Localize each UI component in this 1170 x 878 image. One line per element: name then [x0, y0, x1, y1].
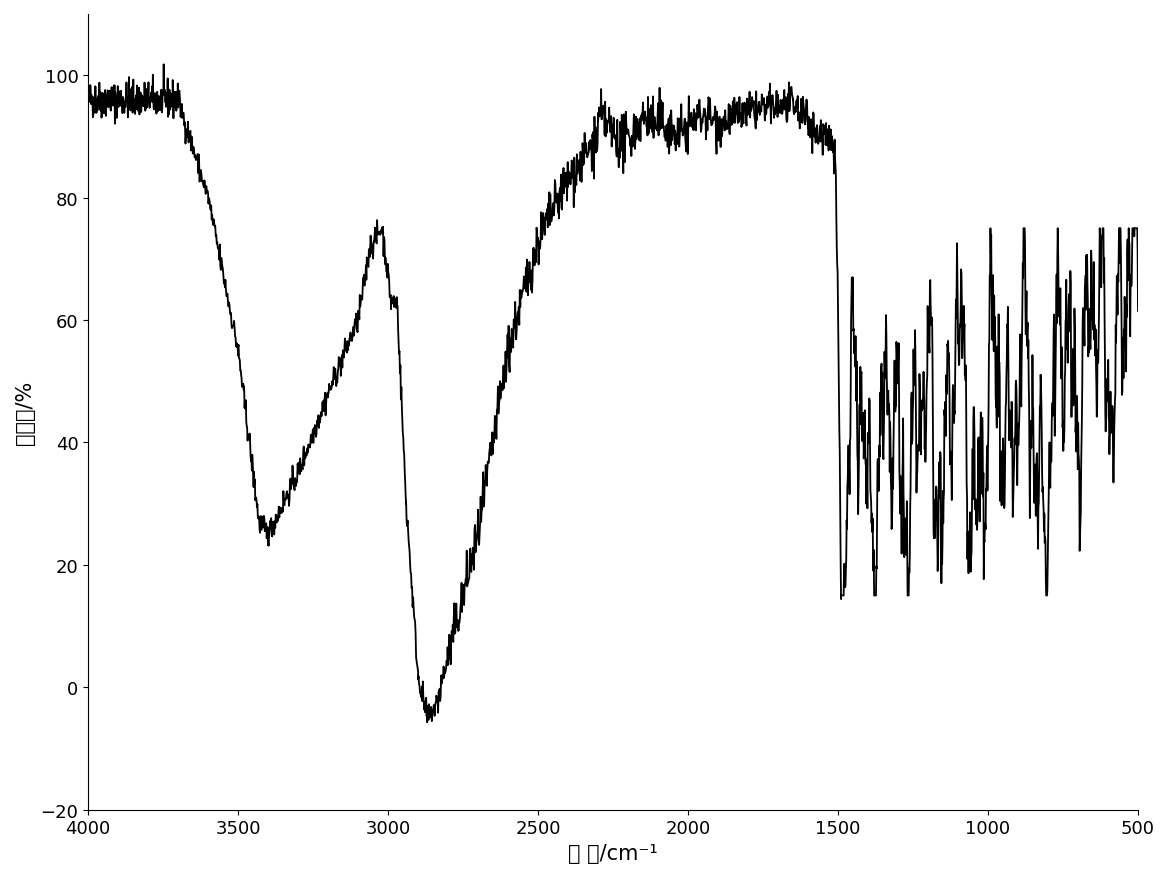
Y-axis label: 透光率/%: 透光率/%	[15, 380, 35, 444]
X-axis label: 波 数/cm⁻¹: 波 数/cm⁻¹	[569, 843, 658, 863]
